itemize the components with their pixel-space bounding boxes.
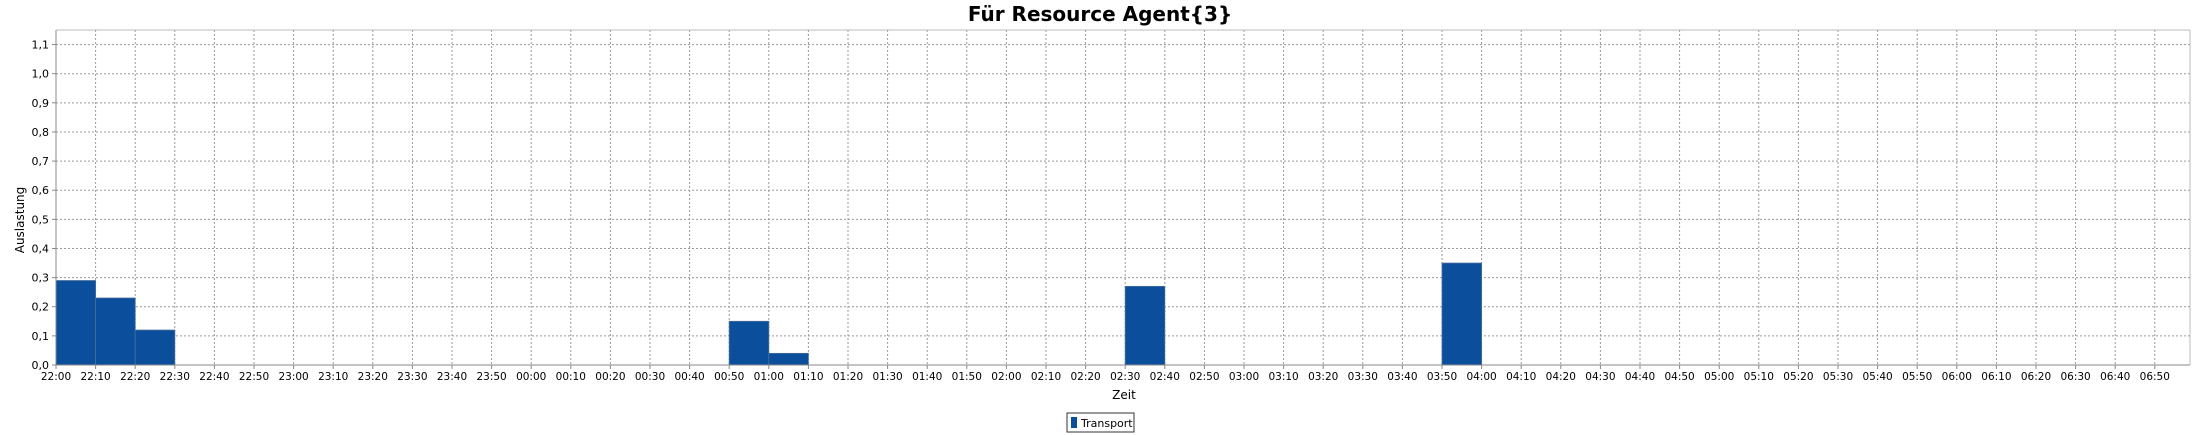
- legend-label-transport: Transport: [1080, 417, 1133, 430]
- x-tick-label: 03:00: [1229, 371, 1259, 383]
- x-tick-label: 05:20: [1783, 371, 1813, 383]
- axes: 0,0 0,1 0,2 0,3 0,4 0,5 0,6 0,7 0,8 0,9 1,0 1,1 22:0…: [32, 29, 2191, 383]
- x-tick-label: 03:40: [1387, 371, 1417, 383]
- x-tick-label: 04:10: [1506, 371, 1536, 383]
- legend-box: [1066, 412, 1135, 433]
- x-tick-label: 01:00: [754, 371, 784, 383]
- bar-transport-2210: [95, 297, 136, 366]
- y-tick-label: 0,8: [32, 126, 50, 139]
- x-tick-label: 22:00: [41, 371, 71, 383]
- x-tick-label: 23:10: [318, 371, 348, 383]
- x-tick-label: 05:40: [1862, 371, 1892, 383]
- x-tick-label: 03:20: [1308, 371, 1338, 383]
- bar-transport-0230: [1124, 285, 1166, 366]
- x-tick-label: 03:10: [1268, 371, 1298, 383]
- x-tick-label: 06:20: [2021, 371, 2051, 383]
- y-tick-label: 0,1: [32, 330, 50, 343]
- x-tick-label: 22:50: [239, 371, 269, 383]
- chart-title: Für Resource Agent{3}: [967, 2, 1233, 26]
- y-tick-label: 0,3: [32, 272, 50, 285]
- x-tick-label: 05:50: [1902, 371, 1932, 383]
- y-tick-label: 0,6: [32, 184, 50, 197]
- x-tick-label: 23:20: [358, 371, 388, 383]
- x-tick-label: 03:30: [1348, 371, 1378, 383]
- bar-transport-0050: [728, 320, 770, 366]
- x-tick-label: 23:40: [437, 371, 467, 383]
- y-axis-label: Auslastung: [13, 187, 27, 254]
- x-tick-label: 02:50: [1189, 371, 1219, 383]
- x-tick-label: 23:50: [476, 371, 506, 383]
- bar-transport-0350: [1441, 262, 1482, 366]
- x-tick-label: 06:40: [2100, 371, 2130, 383]
- plot-area: [56, 30, 2190, 365]
- x-tick-label: 23:30: [397, 371, 427, 383]
- x-tick-label: 06:00: [1942, 371, 1972, 383]
- x-tick-label: 01:10: [793, 371, 823, 383]
- x-tick-label: 00:10: [556, 371, 586, 383]
- x-tick-label: 00:00: [516, 371, 546, 383]
- x-tick-label: 04:30: [1585, 371, 1615, 383]
- x-tick-label: 05:00: [1704, 371, 1734, 383]
- x-tick-label: 02:00: [991, 371, 1021, 383]
- x-tick-label: 03:50: [1427, 371, 1457, 383]
- x-tick-label: 02:30: [1110, 371, 1140, 383]
- x-tick-label: 04:00: [1466, 371, 1496, 383]
- x-tick-label: 01:50: [952, 371, 982, 383]
- x-tick-label: 02:10: [1031, 371, 1061, 383]
- y-tick-label: 0,0: [32, 359, 50, 372]
- x-tick-label: 02:20: [1070, 371, 1100, 383]
- x-tick-label: 05:10: [1744, 371, 1774, 383]
- x-tick-label: 00:50: [714, 371, 744, 383]
- x-tick-label: 04:40: [1625, 371, 1655, 383]
- x-tick-label: 06:30: [2060, 371, 2090, 383]
- y-tick-label: 0,7: [32, 155, 50, 168]
- bar-transport-2200: [55, 280, 96, 366]
- bar-transport-0100: [768, 352, 809, 366]
- x-tick-label: 04:50: [1664, 371, 1694, 383]
- bar-series: [55, 262, 1482, 366]
- y-tick-label: 0,9: [32, 97, 50, 110]
- x-tick-label: 22:20: [120, 371, 150, 383]
- x-axis-label: Zeit: [1112, 388, 1136, 402]
- y-tick-label: 1,0: [32, 68, 50, 81]
- x-tick-label: 04:20: [1546, 371, 1576, 383]
- y-tick-label: 0,5: [32, 213, 50, 226]
- x-tick-label: 06:10: [1981, 371, 2011, 383]
- x-tick-label: 05:30: [1823, 371, 1853, 383]
- x-tick-label: 22:30: [160, 371, 190, 383]
- legend: Transport: [1066, 412, 1135, 433]
- x-tick-label: 22:40: [199, 371, 229, 383]
- x-tick-label: 01:20: [833, 371, 863, 383]
- x-tick-label: 02:40: [1150, 371, 1180, 383]
- x-tick-label: 06:50: [2140, 371, 2170, 383]
- x-tick-label: 01:40: [912, 371, 942, 383]
- x-tick-label: 00:20: [595, 371, 625, 383]
- x-tick-label: 23:00: [278, 371, 308, 383]
- x-tick-label: 00:30: [635, 371, 665, 383]
- x-tick-label: 22:10: [80, 371, 110, 383]
- bar-transport-2220: [134, 329, 176, 366]
- legend-swatch-transport: [1071, 417, 1077, 428]
- y-tick-label: 1,1: [32, 39, 50, 52]
- y-tick-label: 0,4: [32, 242, 50, 255]
- grid: [56, 30, 2190, 365]
- y-tick-label: 0,2: [32, 301, 50, 314]
- x-tick-label: 00:40: [674, 371, 704, 383]
- x-tick-label: 01:30: [872, 371, 902, 383]
